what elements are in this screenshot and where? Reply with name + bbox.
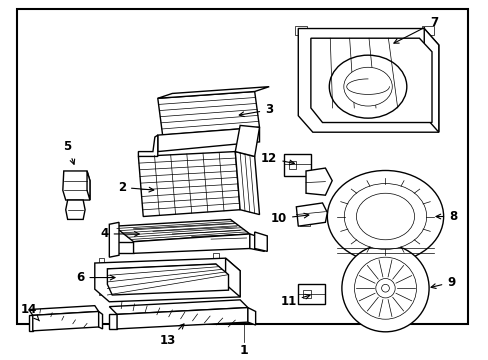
Polygon shape [158,127,259,152]
Circle shape [341,244,428,332]
Polygon shape [138,135,158,157]
Bar [99,258,104,264]
Polygon shape [65,200,85,219]
Bar [283,154,310,176]
Polygon shape [95,258,240,302]
Text: 2: 2 [118,181,153,194]
Polygon shape [133,234,249,253]
Text: 14: 14 [20,303,40,321]
Polygon shape [62,171,90,200]
Text: 6: 6 [76,271,115,284]
Polygon shape [254,232,267,251]
Text: 10: 10 [270,212,308,225]
Polygon shape [235,152,259,215]
Ellipse shape [326,171,443,262]
Polygon shape [298,28,438,132]
Polygon shape [247,307,255,325]
Bar [298,284,325,304]
Polygon shape [158,87,269,98]
Bar [227,266,233,272]
Polygon shape [109,314,117,329]
Bar [213,253,218,259]
Text: 7: 7 [393,16,437,43]
Ellipse shape [344,184,426,249]
Text: 4: 4 [100,228,139,240]
Polygon shape [99,311,102,329]
Bar [303,290,310,298]
Text: 9: 9 [430,276,455,289]
Bar [422,26,433,35]
Polygon shape [117,307,247,329]
Polygon shape [235,125,259,157]
Polygon shape [305,168,331,195]
Bar [99,289,104,295]
Polygon shape [109,222,119,257]
Text: 12: 12 [261,152,294,165]
Polygon shape [249,234,264,251]
Bar [295,26,306,35]
Polygon shape [310,38,431,122]
Circle shape [381,284,388,292]
Circle shape [375,279,394,298]
Ellipse shape [328,55,406,118]
Text: 1: 1 [239,345,248,357]
Polygon shape [138,152,240,216]
Polygon shape [114,219,249,242]
Polygon shape [296,203,326,226]
Polygon shape [114,242,133,253]
Bar [300,216,309,226]
Text: 8: 8 [435,210,456,223]
Text: 13: 13 [159,324,183,347]
Text: 5: 5 [63,140,75,164]
Ellipse shape [343,67,391,106]
Polygon shape [29,315,33,331]
Polygon shape [33,311,99,331]
Polygon shape [29,306,99,315]
Text: 11: 11 [280,294,309,308]
Polygon shape [107,264,228,295]
Polygon shape [225,258,240,297]
Bar [288,161,296,169]
Circle shape [354,257,416,319]
Polygon shape [158,91,259,135]
Ellipse shape [356,193,414,240]
Polygon shape [109,300,247,314]
Polygon shape [87,171,90,200]
Text: 3: 3 [239,103,273,117]
Polygon shape [424,28,438,132]
